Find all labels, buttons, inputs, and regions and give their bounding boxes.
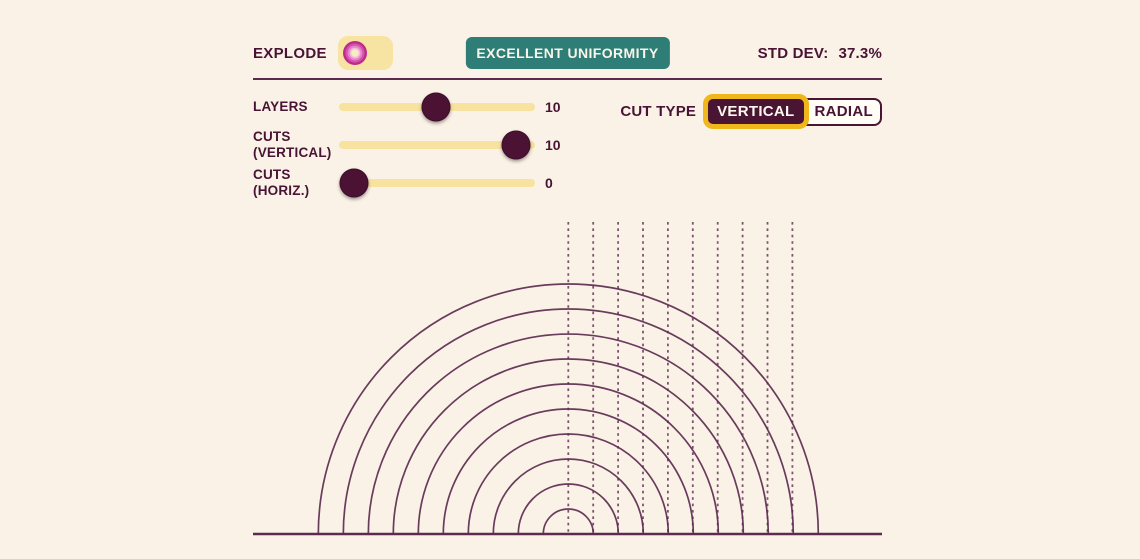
content-column: EXPLODE EXCELLENT UNIFORMITY: [253, 0, 882, 205]
onion-layer-arc: [342, 308, 795, 535]
explode-toggle[interactable]: [337, 36, 393, 70]
cuts-vertical-slider-track[interactable]: [339, 130, 535, 160]
onion-layer-arc: [417, 383, 720, 535]
onion-layer-arc: [392, 358, 745, 535]
header-row: EXPLODE EXCELLENT UNIFORMITY: [253, 36, 882, 70]
onion-layer-arc: [542, 508, 595, 535]
layers-slider-value: 10: [545, 98, 561, 115]
layers-slider-thumb[interactable]: [421, 92, 451, 121]
cut-type-label: CUT TYPE: [620, 103, 697, 120]
cuts-vertical-slider-row: CUTS (VERTICAL) 10: [253, 129, 882, 160]
uniformity-status-badge: EXCELLENT UNIFORMITY: [465, 37, 670, 69]
onion-icon: [342, 41, 367, 65]
onion-layer-arc: [492, 458, 645, 535]
explode-group: EXPLODE: [253, 36, 393, 70]
onion-layer-arc: [467, 433, 670, 535]
cuts-horizontal-slider-label: CUTS (HORIZ.): [253, 167, 310, 198]
cut-type-option-vertical[interactable]: VERTICAL: [703, 94, 809, 129]
std-dev-value: 37.3%: [838, 44, 882, 62]
std-dev-readout: STD DEV: 37.3%: [758, 45, 882, 62]
cuts-horizontal-slider-value: 0: [545, 174, 553, 191]
onion-layer-arc: [317, 283, 820, 535]
std-dev-label: STD DEV:: [757, 44, 829, 62]
cuts-vertical-slider-thumb[interactable]: [501, 130, 531, 160]
header-divider: [253, 78, 882, 80]
cuts-vertical-slider-label: CUTS (VERTICAL): [253, 129, 332, 160]
cuts-horizontal-slider-track[interactable]: [339, 168, 535, 198]
cuts-vertical-slider-value: 10: [545, 136, 561, 153]
controls-row: LAYERS 10 CUTS (VERTICAL): [253, 91, 882, 198]
explode-label: EXPLODE: [253, 44, 327, 62]
layers-slider-track[interactable]: [339, 92, 535, 121]
cuts-horizontal-slider-row: CUTS (HORIZ.) 0: [253, 167, 882, 198]
onion-layer-arc: [367, 333, 770, 535]
cuts-horizontal-slider-thumb[interactable]: [339, 168, 369, 198]
layers-slider-row: LAYERS 10: [253, 91, 882, 122]
cut-type-group: CUT TYPE VERTICAL RADIAL: [620, 94, 882, 129]
onion-layer-arc: [517, 483, 620, 535]
sliders-group: LAYERS 10 CUTS (VERTICAL): [253, 91, 882, 198]
cut-type-option-radial[interactable]: RADIAL: [805, 97, 882, 126]
cut-type-segmented-control: VERTICAL RADIAL: [703, 94, 882, 129]
onion-layer-arc: [442, 408, 695, 535]
layers-slider-label: LAYERS: [253, 98, 308, 114]
